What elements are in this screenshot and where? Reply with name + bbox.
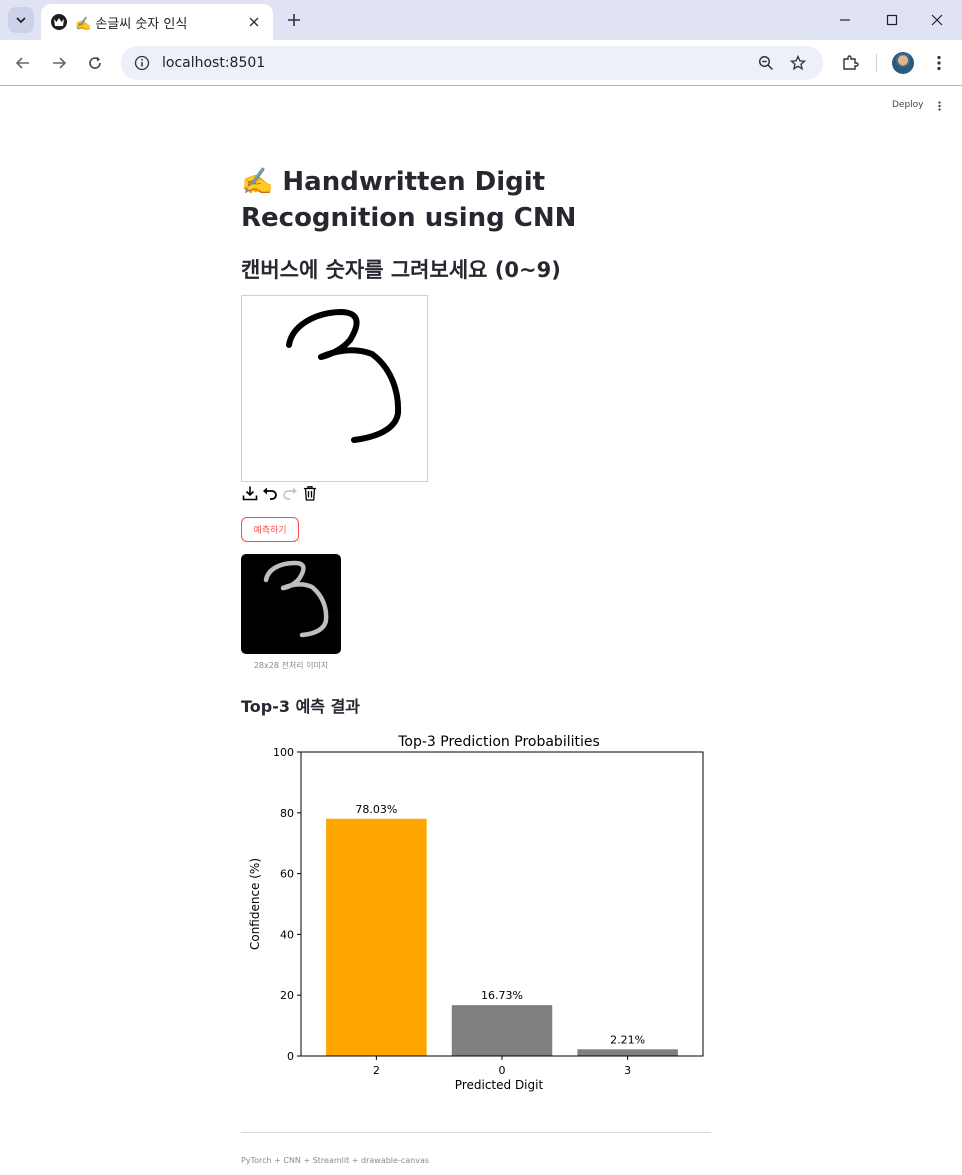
- tab-close-button[interactable]: [245, 13, 263, 31]
- preprocessed-image: [241, 554, 341, 654]
- y-tick-label: 20: [280, 989, 294, 1002]
- footer-caption: PyTorch + CNN + Streamlit + drawable-can…: [241, 1156, 430, 1165]
- close-icon: [931, 14, 943, 26]
- browser-toolbar: localhost:8501: [0, 40, 962, 86]
- result-header: Top-3 예측 결과: [241, 697, 361, 716]
- streamlit-crown-icon: [51, 14, 67, 30]
- chevron-down-icon: [16, 17, 26, 24]
- redo-icon[interactable]: [281, 484, 299, 502]
- tab-title: ✍️ 손글씨 숫자 인식: [75, 16, 188, 32]
- trash-icon[interactable]: [301, 484, 319, 502]
- tab-strip: ✍️ 손글씨 숫자 인식: [0, 0, 962, 40]
- undo-icon[interactable]: [261, 484, 279, 502]
- preprocessed-digit-image: [263, 560, 329, 638]
- close-window-button[interactable]: [914, 6, 960, 34]
- minimize-button[interactable]: [822, 6, 868, 34]
- deploy-button[interactable]: Deploy: [892, 100, 924, 110]
- data-label: 2.21%: [610, 1033, 645, 1046]
- browser-tab[interactable]: ✍️ 손글씨 숫자 인식: [41, 4, 273, 40]
- avatar: [892, 52, 914, 74]
- address-bar[interactable]: localhost:8501: [121, 46, 823, 80]
- preview-caption: 28x28 전처리 이미지: [253, 661, 329, 670]
- y-tick-label: 0: [287, 1050, 294, 1063]
- y-tick-label: 80: [280, 807, 294, 820]
- reload-button[interactable]: [81, 49, 109, 77]
- y-tick-label: 100: [273, 746, 294, 759]
- toolbar-divider: [876, 54, 877, 72]
- predict-button[interactable]: 예측하기: [241, 517, 299, 542]
- bar-0: [451, 1005, 553, 1056]
- x-tick-label: 2: [373, 1064, 380, 1077]
- bar-2: [326, 818, 427, 1056]
- puzzle-icon[interactable]: [838, 51, 862, 75]
- footer-divider: [241, 1132, 711, 1133]
- canvas-subheader: 캔버스에 숫자를 그려보세요 (0~9): [241, 258, 561, 282]
- download-icon[interactable]: [241, 484, 259, 502]
- x-tick-label: 3: [624, 1064, 631, 1077]
- reload-icon: [89, 56, 101, 69]
- profile-avatar[interactable]: [891, 51, 915, 75]
- minimize-icon: [840, 19, 850, 21]
- y-tick-label: 40: [280, 928, 294, 941]
- kebab-icon[interactable]: [927, 51, 951, 75]
- back-button[interactable]: [9, 49, 37, 77]
- page-title: ✍️ Handwritten Digit Recognition using C…: [241, 167, 577, 233]
- x-tick-label: 0: [499, 1064, 506, 1077]
- url-text: localhost:8501: [162, 55, 266, 71]
- plus-icon: [288, 14, 300, 26]
- data-label: 16.73%: [481, 989, 523, 1002]
- zoom-out-icon[interactable]: [755, 53, 777, 73]
- arrow-left-icon: [15, 57, 29, 69]
- info-icon[interactable]: [133, 54, 151, 72]
- maximize-icon: [886, 14, 898, 26]
- close-icon: [249, 17, 259, 27]
- new-tab-button[interactable]: [282, 8, 306, 32]
- app-menu-button[interactable]: [935, 100, 943, 112]
- arrow-right-icon: [53, 57, 67, 69]
- kebab-icon: [937, 101, 941, 111]
- y-axis-label: Confidence (%): [248, 858, 262, 950]
- bar-3: [577, 1049, 678, 1056]
- chart-title: Top-3 Prediction Probabilities: [397, 734, 600, 750]
- maximize-button[interactable]: [869, 6, 915, 34]
- data-label: 78.03%: [355, 803, 397, 816]
- drawing-canvas[interactable]: [241, 295, 428, 482]
- forward-button[interactable]: [45, 49, 73, 77]
- y-tick-label: 60: [280, 868, 294, 881]
- x-axis-label: Predicted Digit: [455, 1078, 544, 1092]
- canvas-toolbar: [241, 484, 319, 502]
- handwritten-digit-drawing: [286, 309, 402, 443]
- tab-search-button[interactable]: [8, 7, 34, 33]
- star-icon[interactable]: [787, 53, 809, 73]
